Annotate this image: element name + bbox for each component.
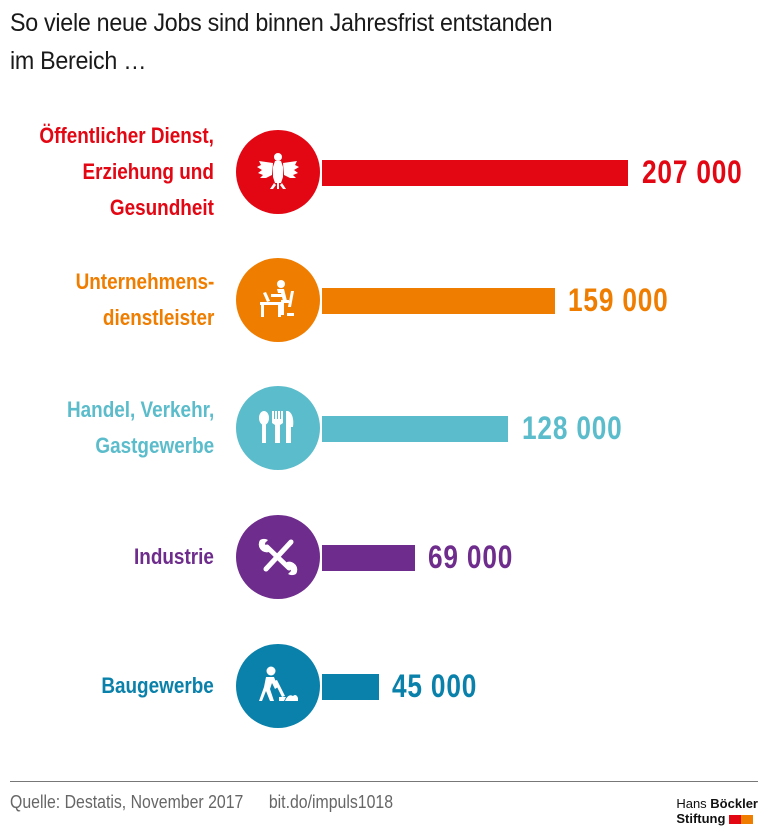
label-line: dienstleister xyxy=(102,305,214,330)
title-line-2: im Bereich … xyxy=(10,47,147,75)
eagle-icon xyxy=(257,153,299,189)
logo-text-boeckler: Böckler xyxy=(710,796,758,811)
bar xyxy=(322,160,628,186)
value-label: 159 000 xyxy=(568,282,669,318)
footer-source: Quelle: Destatis, November 2017 bit.do/i… xyxy=(10,792,393,813)
value-label: 207 000 xyxy=(642,154,743,190)
source-link[interactable]: bit.do/impuls1018 xyxy=(268,792,394,812)
bar-row-baugewerbe: Baugewerbe 45 000 xyxy=(0,636,768,736)
category-icon-circle xyxy=(236,130,320,214)
tools-icon xyxy=(258,538,298,576)
category-label: Industrie xyxy=(134,507,214,607)
logo-text-hans: Hans xyxy=(676,796,711,811)
bar-row-oeffentlicher-dienst: Öffentlicher Dienst, Erziehung und Gesun… xyxy=(0,122,768,222)
category-label: Baugewerbe xyxy=(101,636,214,736)
construction-worker-icon xyxy=(259,666,298,701)
label-line: Handel, Verkehr, xyxy=(66,397,214,422)
category-icon-circle xyxy=(236,644,320,728)
label-line: Gastgewerbe xyxy=(95,433,214,458)
category-icon-circle xyxy=(236,515,320,599)
chart-title: So viele neue Jobs sind binnen Jahresfri… xyxy=(10,4,698,80)
label-line: Industrie xyxy=(134,544,214,569)
value-label: 45 000 xyxy=(392,668,478,704)
logo-text-stiftung: Stiftung xyxy=(676,811,726,826)
bar-row-unternehmensdienstleister: Unternehmens- dienstleister 159 000 xyxy=(0,250,768,350)
bar-row-industrie: Industrie 69 000 xyxy=(0,507,768,607)
category-label: Öffentlicher Dienst, Erziehung und Gesun… xyxy=(39,122,214,222)
label-line: Erziehung und xyxy=(82,159,215,184)
bar xyxy=(322,545,415,571)
source-text: Quelle: Destatis, November 2017 xyxy=(10,792,244,812)
label-line: Öffentlicher Dienst, xyxy=(39,123,214,148)
bar xyxy=(322,416,508,442)
title-line-1: So viele neue Jobs sind binnen Jahresfri… xyxy=(10,9,553,37)
footer-divider xyxy=(10,781,758,782)
category-label: Handel, Verkehr, Gastgewerbe xyxy=(67,378,214,478)
bar xyxy=(322,288,555,314)
category-icon-circle xyxy=(236,258,320,342)
value-label: 69 000 xyxy=(428,539,514,575)
label-line: Baugewerbe xyxy=(101,673,214,698)
logo-orange-square-icon xyxy=(741,815,754,825)
logo-red-square-icon xyxy=(729,815,742,825)
desk-worker-icon xyxy=(260,280,294,317)
hans-boeckler-stiftung-logo: Hans Böckler Stiftung xyxy=(676,796,758,826)
bar-row-handel-verkehr: Handel, Verkehr, Gastgewerbe 128 000 xyxy=(0,378,768,478)
bar xyxy=(322,674,379,700)
category-label: Unternehmens- dienstleister xyxy=(75,250,214,350)
label-line: Unternehmens- xyxy=(75,269,214,294)
label-line: Gesundheit xyxy=(109,195,214,220)
category-icon-circle xyxy=(236,386,320,470)
value-label: 128 000 xyxy=(522,410,623,446)
cutlery-icon xyxy=(259,411,294,443)
